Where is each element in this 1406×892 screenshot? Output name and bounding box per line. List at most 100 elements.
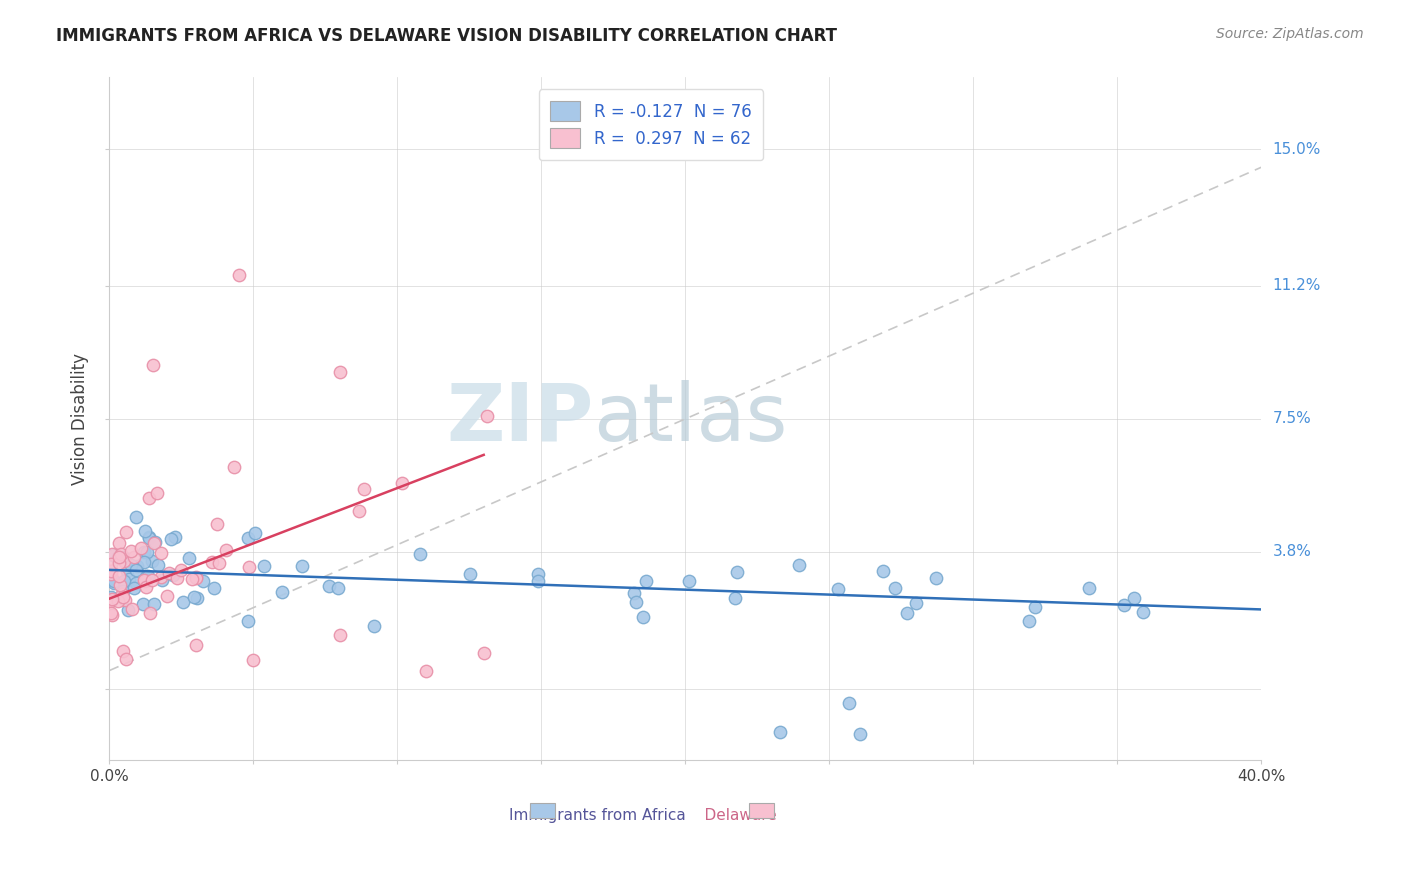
Point — [135, 581, 157, 595]
Point — [838, 696, 860, 710]
Point — [132, 555, 155, 569]
Point — [124, 582, 146, 596]
Point — [184, 639, 207, 653]
Point — [134, 574, 156, 588]
Point — [291, 558, 314, 573]
Point — [636, 574, 658, 588]
Point — [100, 558, 122, 572]
Point — [131, 597, 153, 611]
FancyBboxPatch shape — [748, 804, 773, 819]
Point — [208, 557, 231, 571]
Point — [107, 536, 129, 550]
Point — [1122, 591, 1144, 606]
Point — [183, 590, 205, 604]
Point — [138, 530, 160, 544]
Point — [623, 585, 645, 599]
Point — [108, 578, 131, 592]
Point — [111, 644, 134, 658]
Point — [108, 557, 131, 571]
Point — [349, 504, 371, 518]
Point — [117, 603, 139, 617]
Point — [271, 585, 294, 599]
Point — [131, 541, 153, 555]
Point — [624, 594, 647, 608]
Point — [391, 476, 413, 491]
Point — [141, 574, 163, 588]
Point — [150, 573, 173, 587]
Point — [725, 565, 748, 579]
Point — [103, 574, 125, 588]
Point — [252, 559, 274, 574]
Text: 15.0%: 15.0% — [1272, 142, 1320, 157]
Point — [329, 627, 352, 641]
Point — [100, 547, 122, 561]
Point — [112, 550, 135, 565]
Point — [415, 664, 437, 678]
Point — [120, 544, 142, 558]
Point — [353, 483, 375, 497]
Point — [896, 606, 918, 620]
Point — [114, 592, 136, 607]
Point — [1018, 614, 1040, 628]
Point — [883, 581, 905, 595]
FancyBboxPatch shape — [530, 804, 555, 819]
Point — [125, 510, 148, 524]
Point — [118, 572, 141, 586]
Point — [318, 579, 340, 593]
Point — [100, 564, 122, 578]
Point — [329, 365, 352, 379]
Point — [228, 268, 250, 282]
Point — [132, 545, 155, 559]
Point — [1132, 605, 1154, 619]
Point — [100, 567, 122, 582]
Point — [1024, 600, 1046, 615]
Point — [141, 554, 163, 568]
Point — [827, 582, 849, 597]
Point — [458, 567, 481, 582]
Point — [408, 547, 430, 561]
Point — [186, 591, 208, 605]
Point — [724, 591, 747, 606]
Point — [100, 594, 122, 608]
Point — [848, 727, 870, 741]
Point — [242, 653, 264, 667]
Point — [170, 563, 193, 577]
Point — [117, 564, 139, 578]
Point — [101, 607, 124, 622]
Point — [472, 646, 495, 660]
Point — [103, 548, 125, 562]
Point — [138, 531, 160, 545]
Point — [905, 596, 928, 610]
Point — [159, 566, 181, 581]
Point — [215, 543, 238, 558]
Point — [243, 525, 266, 540]
Point — [166, 570, 188, 584]
Point — [631, 609, 654, 624]
Point — [111, 583, 134, 598]
Point — [122, 550, 145, 565]
Point — [124, 575, 146, 590]
Point — [678, 574, 700, 589]
Point — [222, 460, 245, 475]
Text: Immigrants from Africa: Immigrants from Africa — [509, 808, 685, 823]
Point — [146, 486, 169, 500]
Point — [162, 568, 184, 582]
Point — [163, 530, 186, 544]
Point — [789, 558, 811, 572]
Point — [142, 597, 165, 611]
Point — [134, 524, 156, 538]
Point — [100, 606, 122, 620]
Point — [107, 549, 129, 564]
Point — [125, 563, 148, 577]
Point — [236, 531, 259, 545]
Point — [1077, 581, 1099, 595]
Point — [135, 545, 157, 559]
Point — [139, 606, 162, 620]
Point — [150, 569, 173, 583]
Point — [184, 571, 207, 585]
Point — [769, 725, 792, 739]
Legend: R = -0.127  N = 76, R =  0.297  N = 62: R = -0.127 N = 76, R = 0.297 N = 62 — [538, 89, 763, 160]
Point — [527, 574, 550, 588]
Point — [100, 590, 122, 604]
Point — [108, 569, 131, 583]
